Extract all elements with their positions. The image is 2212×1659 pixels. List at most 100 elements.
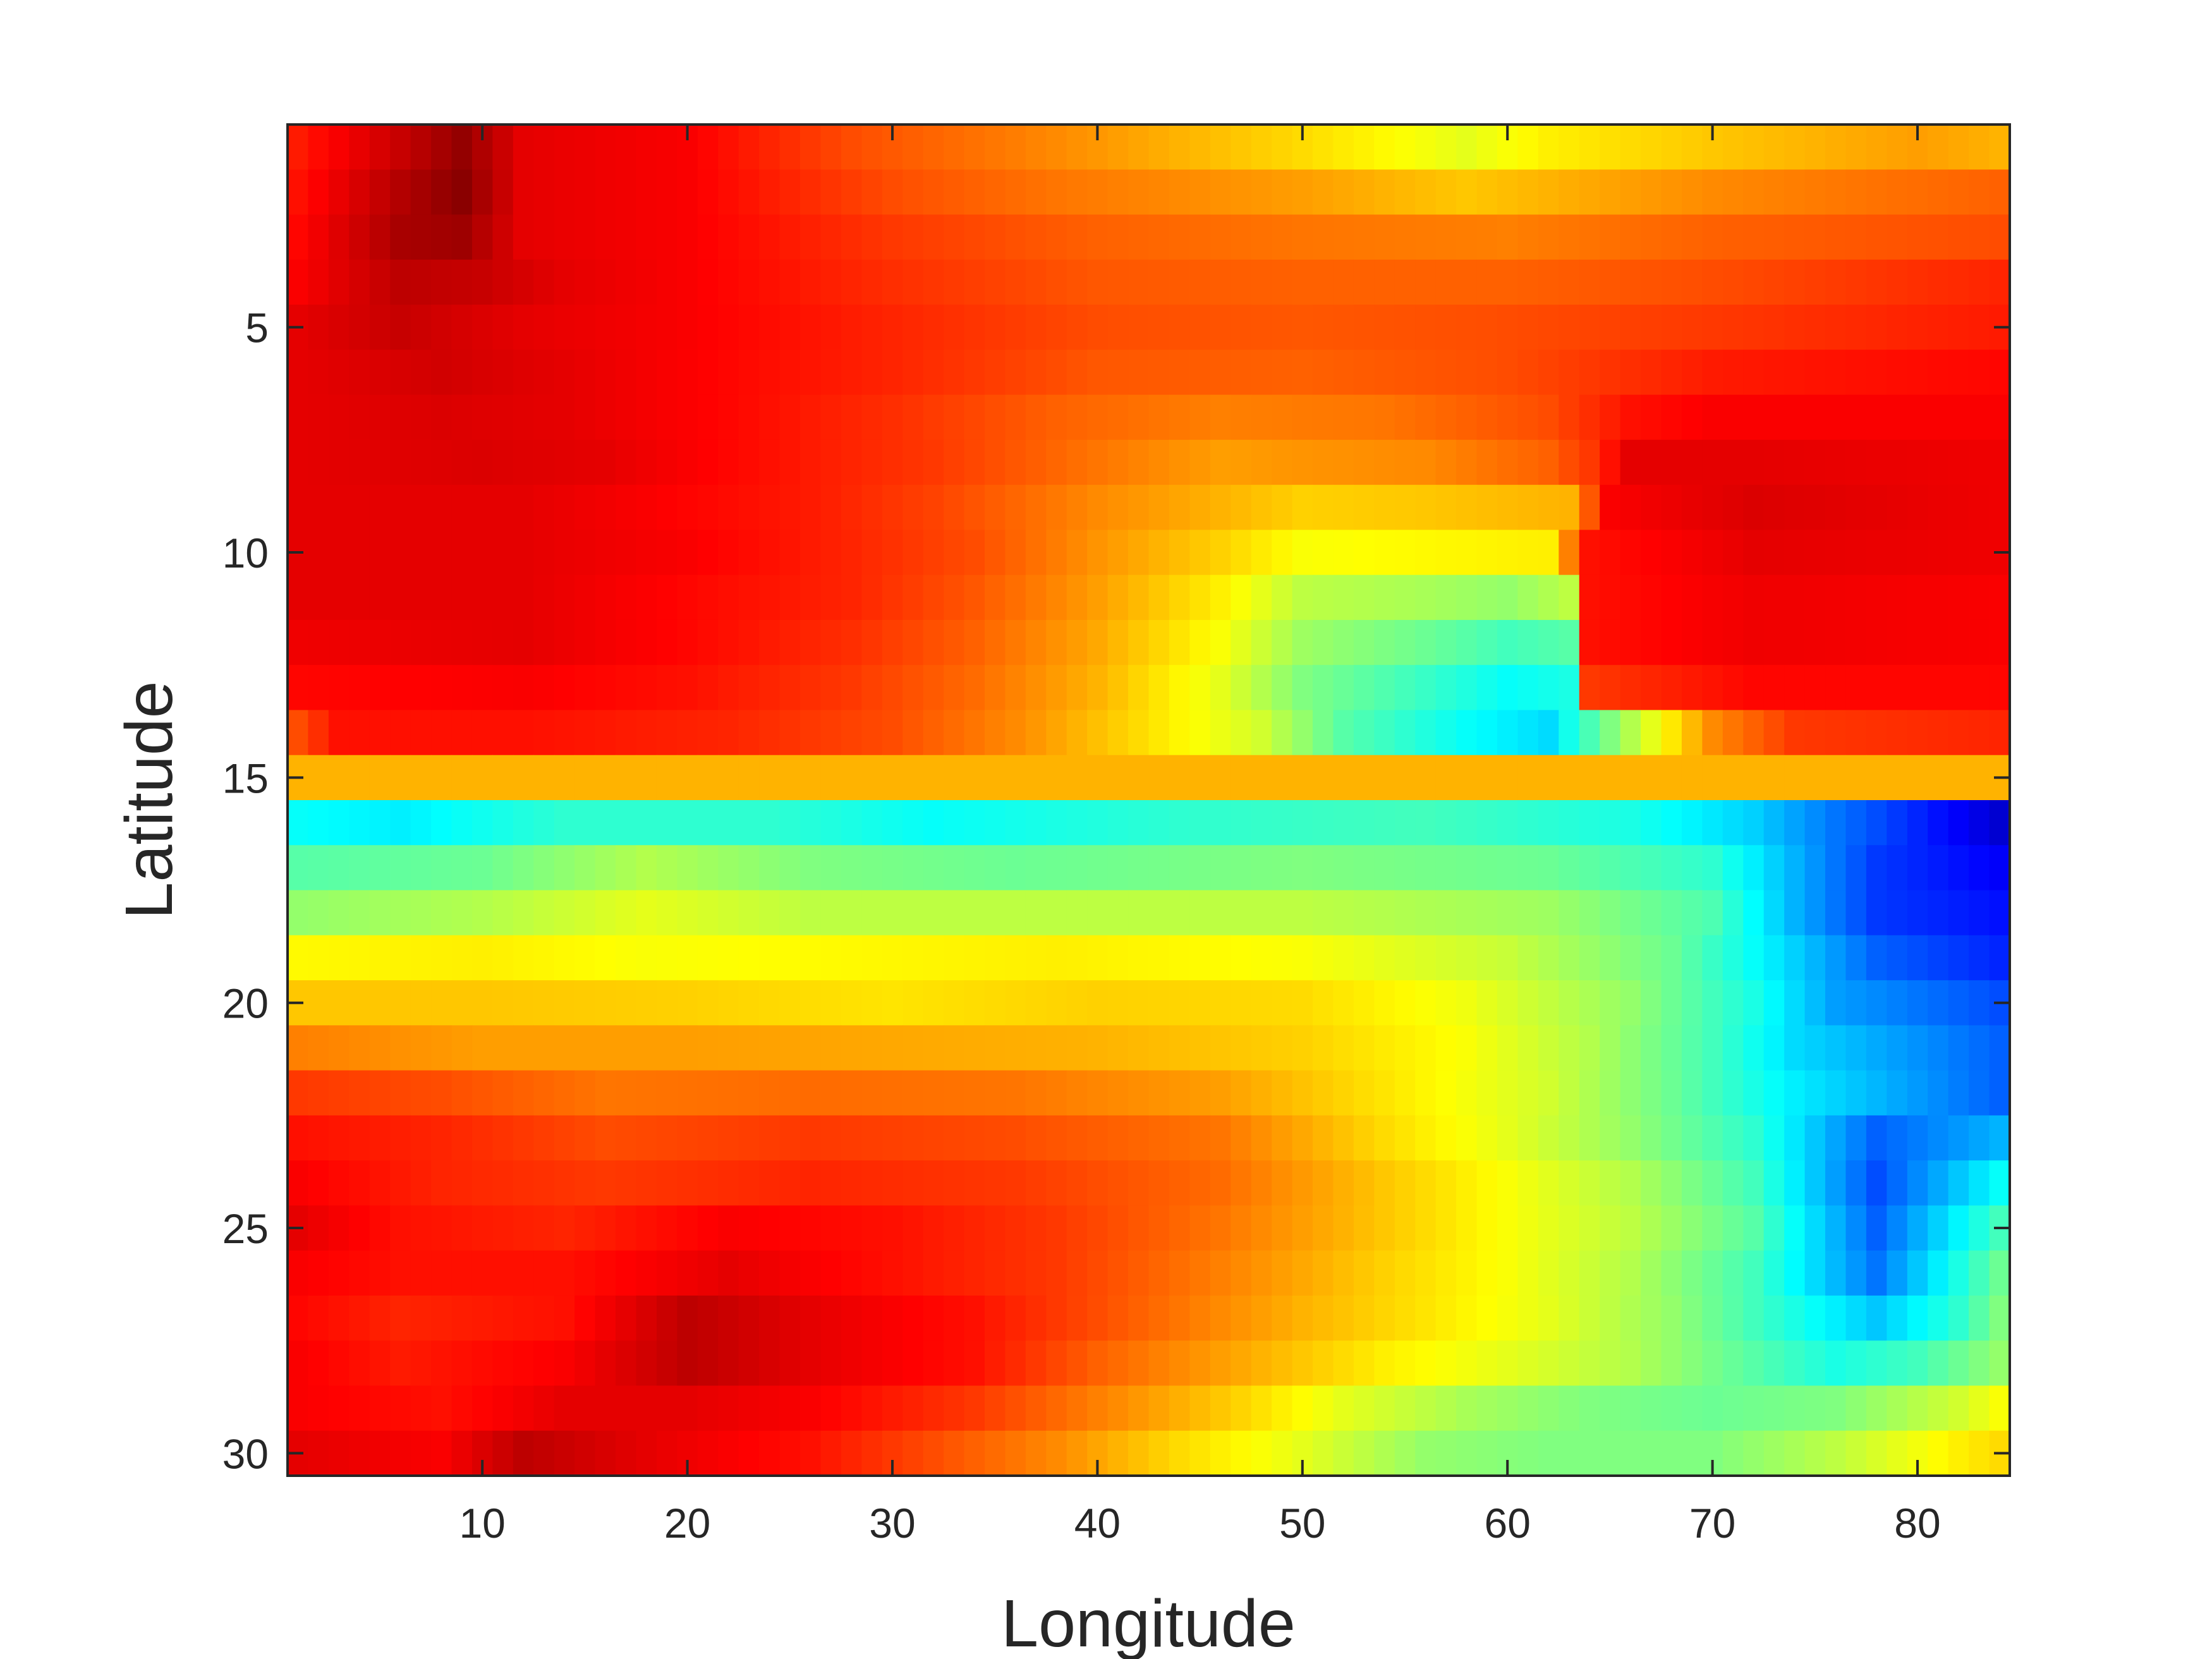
heatmap-cell [574, 485, 596, 530]
heatmap-cell [1681, 1250, 1703, 1296]
heatmap-cell [288, 169, 309, 216]
heatmap-cell [1415, 1430, 1437, 1476]
heatmap-cell [1005, 1160, 1026, 1206]
heatmap-cell [1313, 1250, 1334, 1296]
heatmap-cell [1579, 619, 1600, 665]
heatmap-cell [1087, 980, 1109, 1026]
heatmap-cell [656, 1025, 678, 1071]
heatmap-cell [1928, 169, 1949, 216]
heatmap-cell [1148, 755, 1170, 801]
heatmap-cell [349, 1295, 370, 1341]
heatmap-cell [1087, 1340, 1109, 1387]
heatmap-cell [410, 169, 432, 216]
heatmap-cell [1476, 800, 1498, 846]
heatmap-cell [369, 1430, 391, 1476]
heatmap-cell [1722, 1250, 1744, 1296]
heatmap-cell [410, 1160, 432, 1206]
heatmap-cell [595, 755, 616, 801]
heatmap-cell [1374, 845, 1395, 891]
heatmap-cell [349, 1070, 370, 1116]
heatmap-cell [1743, 394, 1765, 441]
heatmap-cell [1189, 530, 1211, 576]
heatmap-cell [1107, 800, 1129, 846]
heatmap-cell [1231, 845, 1252, 891]
heatmap-cell [1476, 980, 1498, 1026]
heatmap-cell [1394, 1385, 1416, 1431]
heatmap-cell [1066, 169, 1088, 216]
heatmap-cell [410, 530, 432, 576]
heatmap-cell [1435, 619, 1457, 665]
heatmap-cell [1722, 619, 1744, 665]
heatmap-cell [718, 305, 739, 350]
heatmap-cell [1374, 980, 1395, 1026]
heatmap-cell [492, 890, 514, 936]
heatmap-cell [1456, 214, 1478, 260]
heatmap-cell [1394, 530, 1416, 576]
heatmap-cell [1784, 169, 1806, 216]
heatmap-cell [800, 710, 822, 756]
heatmap-cell [1866, 574, 1887, 621]
heatmap-cell [1763, 1340, 1785, 1387]
heatmap-cell [1681, 574, 1703, 621]
heatmap-cell [738, 1025, 760, 1071]
heatmap-cell [288, 710, 309, 756]
heatmap-cell [369, 1025, 391, 1071]
heatmap-cell [1025, 1295, 1047, 1341]
heatmap-cell [1353, 619, 1375, 665]
heatmap-cell [1866, 1070, 1887, 1116]
heatmap-cell [554, 1250, 575, 1296]
heatmap-cell [841, 1430, 862, 1476]
heatmap-cell [1066, 845, 1088, 891]
heatmap-cell [1600, 574, 1621, 621]
heatmap-cell [1641, 1250, 1662, 1296]
heatmap-cell [1148, 1160, 1170, 1206]
heatmap-cell [1743, 1160, 1765, 1206]
heatmap-cell [902, 710, 924, 756]
heatmap-cell [1251, 755, 1272, 801]
heatmap-cell [308, 214, 329, 260]
heatmap-cell [492, 349, 514, 396]
heatmap-cell [471, 485, 493, 530]
heatmap-cell [1825, 1250, 1847, 1296]
heatmap-cell [1825, 1070, 1847, 1116]
heatmap-cell [1025, 530, 1047, 576]
heatmap-cell [410, 1385, 432, 1431]
heatmap-cell [1845, 439, 1867, 485]
heatmap-cell [451, 214, 473, 260]
heatmap-cell [718, 530, 739, 576]
heatmap-cell [779, 1430, 801, 1476]
heatmap-cell [923, 485, 944, 530]
heatmap-cell [1087, 349, 1109, 396]
heatmap-cell [533, 710, 555, 756]
heatmap-cell [902, 485, 924, 530]
heatmap-cell [923, 305, 944, 350]
heatmap-cell [964, 125, 985, 170]
heatmap-cell [1579, 1205, 1600, 1251]
heatmap-cell [697, 485, 719, 530]
heatmap-cell [1928, 214, 1949, 260]
heatmap-cell [1538, 1250, 1559, 1296]
heatmap-cell [1887, 800, 1908, 846]
heatmap-cell [1005, 710, 1026, 756]
heatmap-cell [1887, 485, 1908, 530]
heatmap-cell [677, 1025, 698, 1071]
heatmap-cell [944, 1160, 965, 1206]
heatmap-cell [1784, 1070, 1806, 1116]
heatmap-cell [369, 394, 391, 441]
heatmap-cell [1948, 845, 1969, 891]
heatmap-cell [964, 1025, 985, 1071]
heatmap-cell [1169, 890, 1190, 936]
heatmap-cell [800, 890, 822, 936]
heatmap-cell [349, 755, 370, 801]
heatmap-cell [1005, 394, 1026, 441]
heatmap-cell [328, 349, 349, 396]
heatmap-cell [1661, 439, 1682, 485]
heatmap-cell [1148, 349, 1170, 396]
heatmap-cell [492, 1250, 514, 1296]
heatmap-cell [1333, 935, 1354, 981]
heatmap-cell [1333, 1205, 1354, 1251]
heatmap-cell [390, 1025, 411, 1071]
heatmap-cell [328, 1385, 349, 1431]
heatmap-cell [369, 710, 391, 756]
heatmap-cell [533, 1385, 555, 1431]
